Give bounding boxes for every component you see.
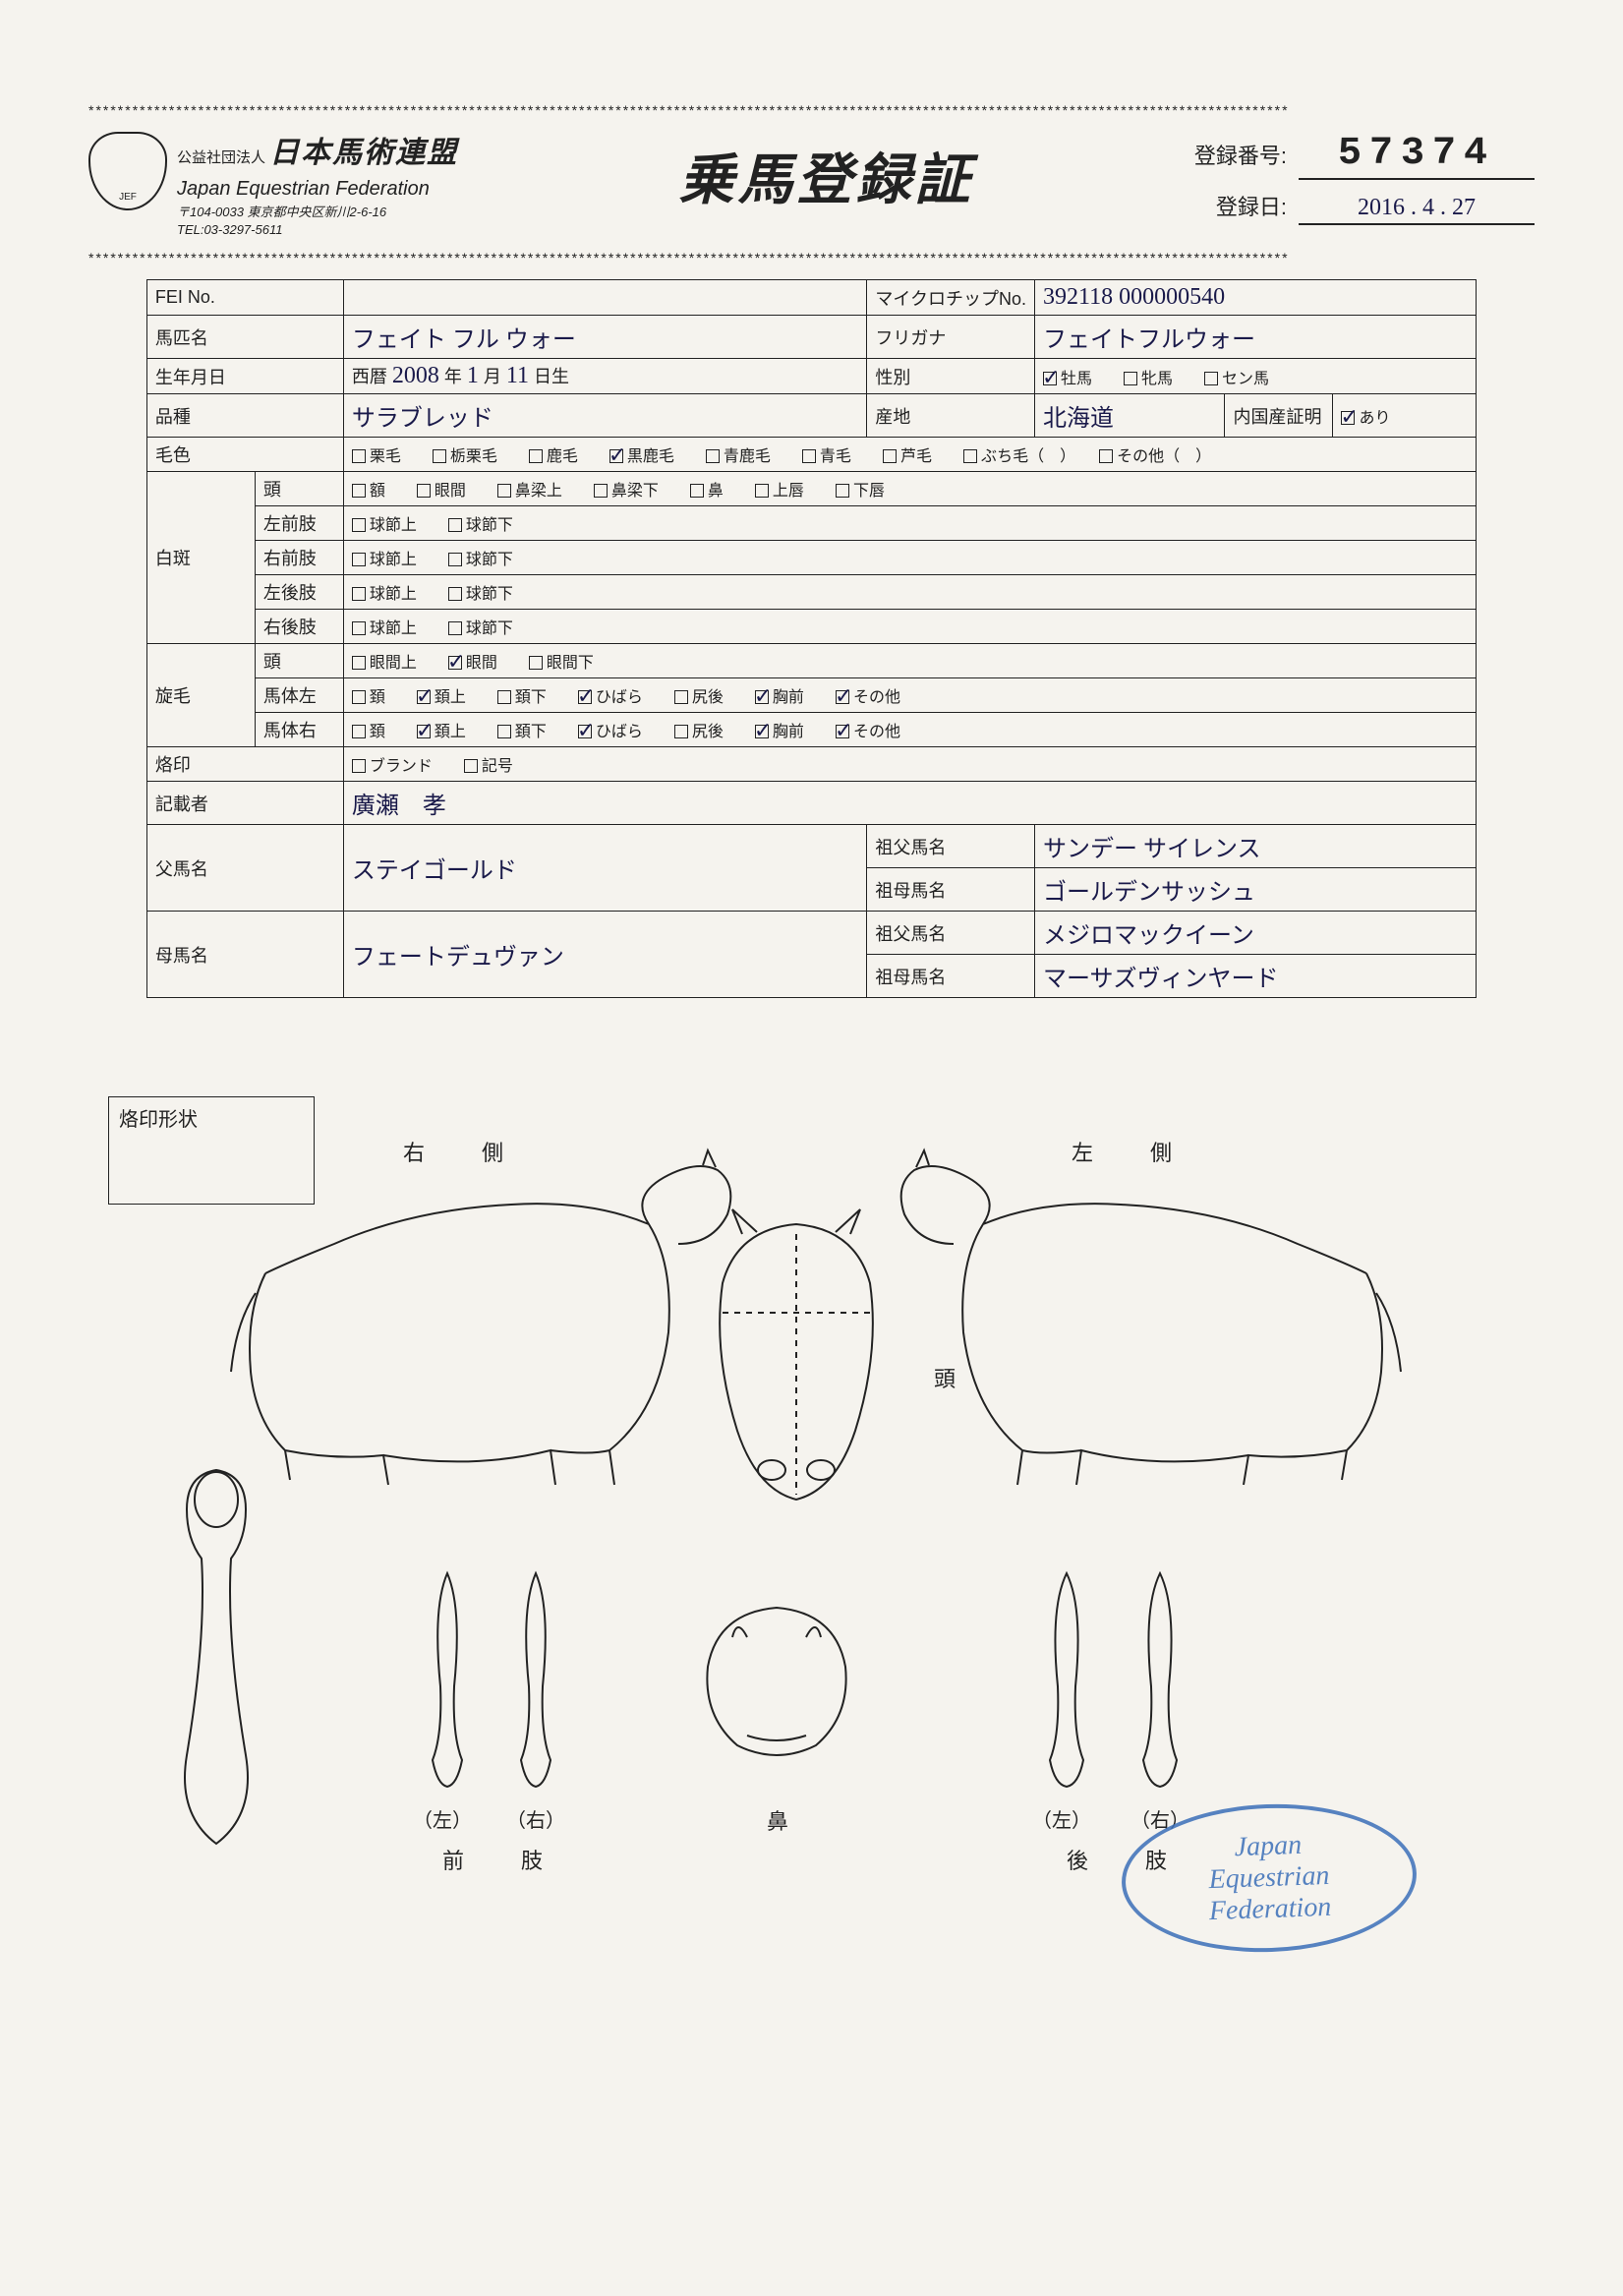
whorl-opts-0: 眼間上 眼間 眼間下	[343, 644, 1476, 678]
reg-date-label: 登録日:	[1216, 190, 1287, 221]
sire-label: 父馬名	[146, 825, 343, 912]
fei-label: FEI No.	[146, 280, 343, 316]
cert-label: 内国産証明	[1225, 394, 1333, 438]
kana-label: フリガナ	[867, 316, 1035, 359]
whorl-label: 旋毛	[146, 644, 255, 747]
reg-date-value: 2016 . 4 . 27	[1299, 195, 1535, 225]
dam-label: 母馬名	[146, 912, 343, 998]
sex-opts: 牡馬 牝馬 セン馬	[1035, 359, 1477, 394]
head-label: 頭	[934, 1362, 956, 1393]
horse-left-side	[875, 1116, 1416, 1490]
sire-value: ステイゴールド	[343, 825, 867, 912]
breed-label: 品種	[146, 394, 343, 438]
document-title: 乗馬登録証	[679, 136, 974, 215]
jef-logo: JEF	[88, 132, 167, 210]
reg-no-value: 57374	[1299, 132, 1535, 180]
diagram-area: 烙印形状 右 側 左 側 頭 （左） （右） 前 肢	[88, 1047, 1535, 1913]
chip-label: マイクロチップNo.	[867, 280, 1035, 316]
dam-gdam-value: マーサズヴィンヤード	[1035, 955, 1477, 998]
whorl-part-0: 頭	[255, 644, 343, 678]
hindleg-right	[1126, 1568, 1194, 1795]
horse-nose	[678, 1598, 875, 1775]
sire-gdam-value: ゴールデンサッシュ	[1035, 868, 1477, 912]
horse-value: フェイト フル ウォー	[343, 316, 867, 359]
white-opts-2: 球節上 球節下	[343, 541, 1476, 575]
org-prefix: 公益社団法人	[177, 149, 265, 166]
sire-gsire-label: 祖父馬名	[867, 825, 1035, 868]
white-part-2: 右前肢	[255, 541, 343, 575]
reg-no-label: 登録番号:	[1194, 139, 1287, 170]
white-part-0: 頭	[255, 472, 343, 506]
org-addr2: TEL:03-3297-5611	[177, 221, 458, 240]
coat-opts: 栗毛 栃栗毛 鹿毛 黒鹿毛 青鹿毛 青毛 芦毛 ぶち毛（ ） その他（ ）	[343, 438, 1476, 472]
whorl-opts-2: 頚 頚上 頚下 ひばら 尻後 胸前 その他	[343, 713, 1476, 747]
brand-opts: ブランド 記号	[343, 747, 1476, 782]
sex-label: 性別	[867, 359, 1035, 394]
white-part-3: 左後肢	[255, 575, 343, 610]
dam-gdam-label: 祖母馬名	[867, 955, 1035, 998]
org-jp-name: 日本馬術連盟	[269, 137, 458, 169]
recorder-value: 廣瀬 孝	[343, 782, 1476, 825]
dob-value: 西暦 2008 年 1 月 11 日生	[343, 359, 867, 394]
org-addr1: 〒104-0033 東京都中央区新川2-6-16	[177, 204, 458, 222]
white-opts-4: 球節上 球節下	[343, 610, 1476, 644]
divider-top: ****************************************…	[88, 102, 1535, 118]
white-opts-0: 額 眼間 鼻梁上 鼻梁下 鼻 上唇 下唇	[343, 472, 1476, 506]
breed-value: サラブレッド	[343, 394, 867, 438]
fore-right-p: （右）	[506, 1804, 565, 1833]
kana-value: フェイトフルウォー	[1035, 316, 1477, 359]
header: JEF 公益社団法人 日本馬術連盟 Japan Equestrian Feder…	[88, 122, 1535, 246]
org-en-name: Japan Equestrian Federation	[177, 175, 458, 204]
fore-left-p: （左）	[413, 1804, 472, 1833]
horse-head	[668, 1205, 924, 1519]
recorder-label: 記載者	[146, 782, 343, 825]
horse-label: 馬匹名	[146, 316, 343, 359]
whorl-opts-1: 頚 頚上 頚下 ひばら 尻後 胸前 その他	[343, 678, 1476, 713]
dam-gsire-label: 祖父馬名	[867, 912, 1035, 955]
hind-left-p: （左）	[1032, 1804, 1091, 1833]
whorl-part-2: 馬体右	[255, 713, 343, 747]
dob-label: 生年月日	[146, 359, 343, 394]
left-side-label: 左 側	[1072, 1136, 1189, 1167]
cert-opt: あり	[1333, 394, 1477, 438]
sire-gsire-value: サンデー サイレンス	[1035, 825, 1477, 868]
fei-value	[343, 280, 867, 316]
horse-top	[128, 1460, 305, 1854]
brand-label: 烙印	[146, 747, 343, 782]
hindleg-left	[1032, 1568, 1101, 1795]
fore-label: 前 肢	[442, 1844, 560, 1875]
whorl-part-1: 馬体左	[255, 678, 343, 713]
foreleg-right	[501, 1568, 570, 1795]
dam-gsire-value: メジロマックイーン	[1035, 912, 1477, 955]
foreleg-left	[413, 1568, 482, 1795]
nose-label: 鼻	[767, 1804, 788, 1836]
sire-gdam-label: 祖母馬名	[867, 868, 1035, 912]
dam-value: フェートデュヴァン	[343, 912, 867, 998]
white-part-4: 右後肢	[255, 610, 343, 644]
origin-value: 北海道	[1035, 394, 1225, 438]
chip-value: 392118 000000540	[1035, 280, 1477, 316]
white-opts-3: 球節上 球節下	[343, 575, 1476, 610]
coat-label: 毛色	[146, 438, 343, 472]
form-table: FEI No. マイクロチップNo. 392118 000000540 馬匹名 …	[146, 279, 1477, 998]
white-part-1: 左前肢	[255, 506, 343, 541]
origin-label: 産地	[867, 394, 1035, 438]
white-opts-1: 球節上 球節下	[343, 506, 1476, 541]
divider-mid: ****************************************…	[88, 250, 1535, 265]
right-side-label: 右 側	[403, 1136, 521, 1167]
white-label: 白斑	[146, 472, 255, 644]
